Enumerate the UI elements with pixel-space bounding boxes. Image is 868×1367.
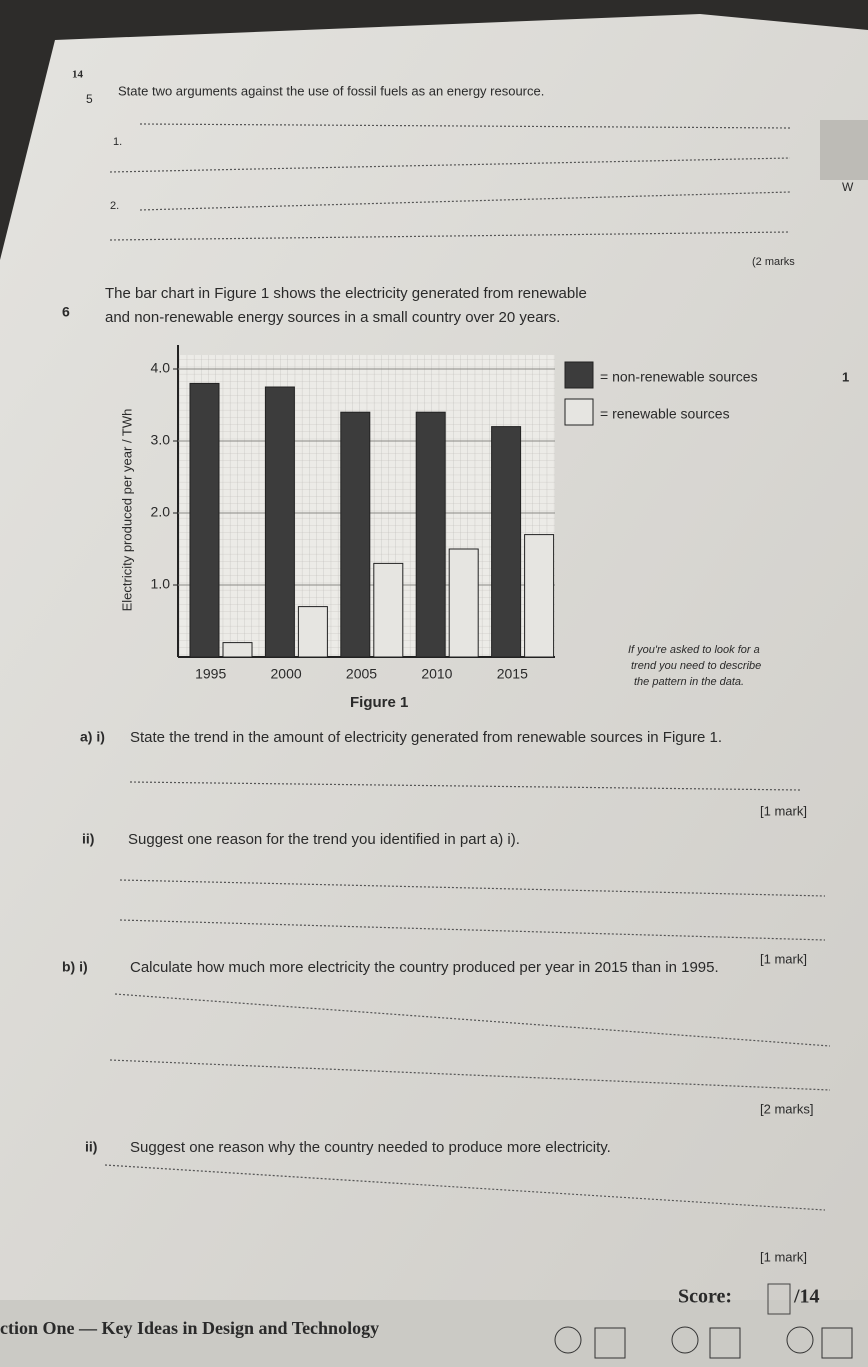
- y-tick-label: 4.0: [151, 360, 171, 376]
- x-tick-label: 2010: [421, 666, 452, 682]
- legend-swatch: [564, 398, 594, 426]
- answer-line: [139, 123, 791, 129]
- x-tick-label: 2000: [271, 666, 302, 682]
- intro-line: The bar chart in Figure 1 shows the elec…: [105, 285, 587, 302]
- bar: [448, 548, 479, 658]
- part-text: Suggest one reason why the country neede…: [130, 1139, 611, 1156]
- intro-line: and non-renewable energy sources in a sm…: [105, 309, 560, 326]
- answer-line: [109, 231, 791, 241]
- legend-label: = non-renewable sources: [600, 369, 758, 385]
- answer-line: [104, 1164, 826, 1211]
- part-marks: [1 mark]: [760, 803, 807, 818]
- x-tick-label: 2005: [346, 666, 377, 682]
- tip-line: If you're asked to look for a: [628, 644, 760, 656]
- y-tick-label: 3.0: [151, 432, 171, 448]
- bar: [297, 606, 328, 658]
- tab-letter: W: [842, 180, 854, 194]
- question-number: 5: [86, 92, 93, 106]
- part-marks: [1 mark]: [760, 1249, 807, 1264]
- side-number: 1: [842, 369, 849, 384]
- part-marks: [2 marks]: [760, 1101, 813, 1116]
- y-tick-label: 1.0: [151, 576, 171, 592]
- question-text: State two arguments against the use of f…: [118, 83, 544, 98]
- answer-line: [109, 157, 791, 173]
- part-text: Suggest one reason for the trend you ide…: [128, 831, 520, 848]
- footer-title: ction One — Key Ideas in Design and Tech…: [0, 1318, 379, 1338]
- tip-line: the pattern in the data.: [634, 676, 744, 688]
- x-tick-label: 1995: [195, 666, 226, 682]
- answer-line: [114, 993, 831, 1047]
- bar: [264, 386, 295, 658]
- x-tick-label: 2015: [497, 666, 528, 682]
- part-label: ii): [82, 831, 94, 847]
- paper: [0, 14, 868, 1320]
- score-box: [767, 1283, 791, 1315]
- answer-lines: [104, 123, 831, 1211]
- answer-line: [119, 919, 826, 941]
- figure-caption: Figure 1: [350, 694, 408, 711]
- rating-faces: [554, 1326, 853, 1359]
- part-label: ii): [85, 1139, 97, 1155]
- y-axis-label: Electricity produced per year / TWh: [119, 409, 134, 612]
- bar: [222, 642, 253, 658]
- bar: [340, 411, 371, 658]
- footer-paper: [0, 1300, 868, 1367]
- question-number: 6: [62, 304, 70, 320]
- part-text: Calculate how much more electricity the …: [130, 959, 719, 976]
- part-marks: [1 mark]: [760, 951, 807, 966]
- legend-label: = renewable sources: [600, 406, 730, 422]
- line-label: 1.: [113, 136, 122, 148]
- score-total: /14: [793, 1286, 820, 1308]
- legend-swatch: [564, 361, 594, 389]
- answer-line: [139, 191, 791, 211]
- score-label: Score:: [678, 1286, 732, 1308]
- bar: [491, 426, 522, 658]
- bar: [189, 382, 220, 658]
- tab: [820, 120, 868, 180]
- y-tick-label: 2.0: [151, 504, 171, 520]
- bar: [524, 534, 555, 658]
- bar: [415, 411, 446, 658]
- marks: (2 marks: [752, 256, 795, 268]
- bar: [373, 562, 404, 658]
- part-label: a) i): [80, 729, 105, 745]
- part-label: b) i): [62, 959, 88, 975]
- answer-line: [119, 879, 826, 897]
- line-label: 2.: [110, 200, 119, 212]
- part-text: State the trend in the amount of electri…: [130, 729, 722, 746]
- page-number: 14: [72, 69, 84, 81]
- answer-line: [109, 1059, 831, 1091]
- tip-line: trend you need to describe: [631, 660, 761, 672]
